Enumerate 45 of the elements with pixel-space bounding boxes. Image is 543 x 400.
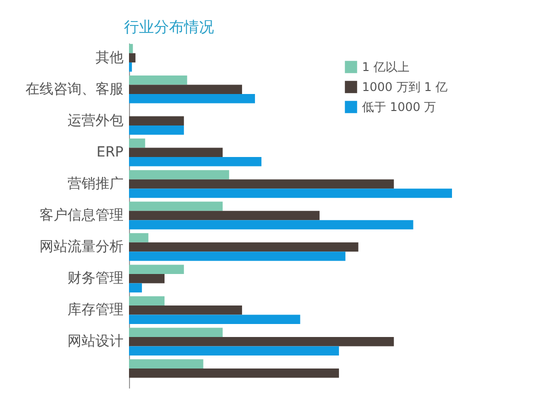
bar	[129, 75, 188, 85]
bar	[129, 314, 300, 324]
bar	[129, 346, 339, 356]
bar	[129, 220, 414, 230]
legend-label: 1000 万到 1 亿	[362, 80, 448, 94]
bar	[129, 264, 184, 274]
bar	[129, 252, 346, 261]
bar	[129, 274, 165, 284]
bar	[129, 305, 242, 315]
bar	[129, 44, 133, 54]
bar	[129, 53, 136, 62]
bar	[129, 188, 452, 198]
bar	[129, 138, 146, 148]
bar	[129, 170, 230, 180]
y-tick-label: ERP	[96, 144, 124, 160]
y-tick-label: 库存管理	[68, 302, 124, 318]
bar	[129, 126, 184, 135]
bar	[129, 84, 242, 94]
y-tick-label: 运营外包	[68, 112, 124, 129]
bar	[129, 242, 358, 252]
y-tick-label: 营销推广	[68, 176, 124, 192]
bar	[129, 210, 320, 220]
y-tick-label: 其他	[96, 50, 124, 66]
y-tick-label: 在线咨询、客服	[26, 81, 124, 98]
bar	[129, 328, 223, 338]
bar	[129, 179, 394, 189]
bar	[129, 148, 223, 158]
chart-title: 行业分布情况	[124, 18, 214, 36]
y-tick-label: 网站设计	[68, 334, 124, 350]
bar	[129, 157, 262, 166]
bar	[129, 116, 184, 126]
bar	[129, 283, 142, 292]
bar	[129, 233, 148, 242]
bar	[129, 202, 223, 211]
bar	[129, 359, 204, 369]
bar	[129, 368, 339, 378]
y-tick-label: 财务管理	[68, 270, 124, 287]
bar	[129, 296, 165, 306]
bar	[129, 94, 255, 104]
y-tick-label: 网站流量分析	[40, 239, 124, 256]
bar	[129, 337, 394, 346]
legend-label: 低于 1000 万	[362, 100, 436, 114]
legend-label: 1 亿以上	[362, 60, 410, 74]
bar	[129, 62, 132, 72]
y-tick-label: 客户信息管理	[40, 208, 124, 224]
